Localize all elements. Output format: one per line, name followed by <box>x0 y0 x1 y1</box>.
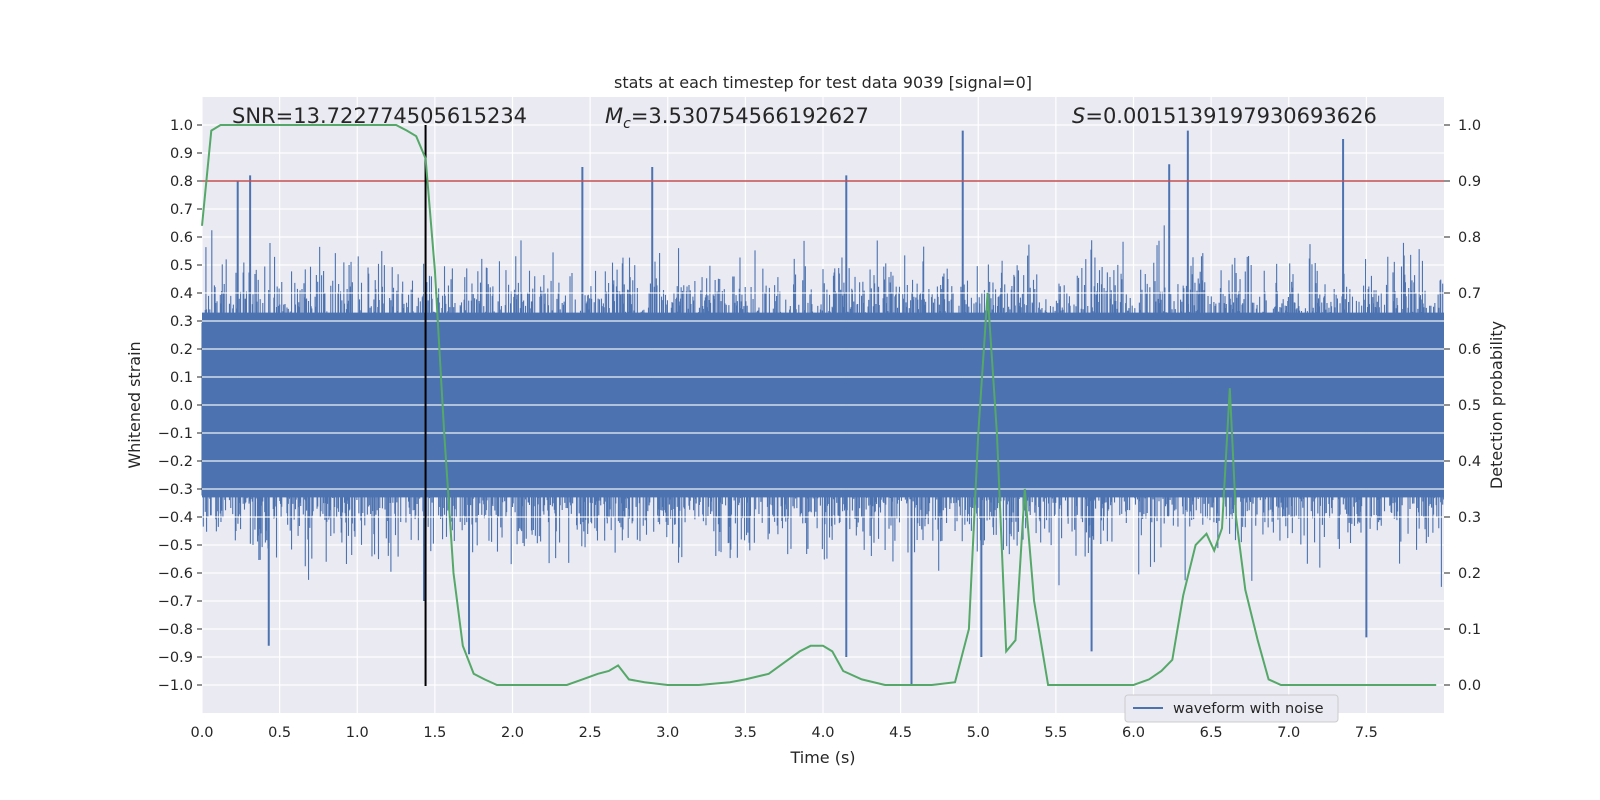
chirp-mass-annotation: Mc=3.530754566192627 <box>605 104 869 132</box>
x-tick-label: 4.5 <box>889 725 912 741</box>
x-tick-label: 1.0 <box>346 725 369 741</box>
y-tick-label-right: 0.1 <box>1458 622 1481 638</box>
y-tick-labels-right: 1.0 0.9 0.8 0.7 0.6 0.5 0.4 0.3 0.2 0.1 0.0 <box>1444 118 1481 694</box>
x-axis-label: Time (s) <box>789 748 855 767</box>
y-tick-label-left: −0.3 <box>158 482 193 498</box>
x-tick-label: 6.0 <box>1122 725 1145 741</box>
y-tick-label-left: −0.4 <box>158 510 193 526</box>
x-tick-label: 5.5 <box>1044 725 1067 741</box>
y-tick-label-left: −0.2 <box>158 454 193 470</box>
y-tick-label-right: 0.0 <box>1458 678 1481 694</box>
mc-value: =3.530754566192627 <box>631 104 869 128</box>
s-value: =0.0015139197930693626 <box>1085 104 1377 128</box>
mc-subscript: c <box>623 116 631 132</box>
y-tick-label-right: 0.5 <box>1458 398 1481 414</box>
s-symbol: S <box>1072 104 1085 128</box>
y-tick-label-left: −0.7 <box>158 594 193 610</box>
y-tick-label-left: 0.7 <box>170 202 193 218</box>
y-tick-label-left: 1.0 <box>170 118 193 134</box>
y-tick-label-left: 0.5 <box>170 258 193 274</box>
y-tick-label-right: 0.8 <box>1458 230 1481 246</box>
legend-box <box>1124 694 1339 723</box>
y-tick-label-right: 0.4 <box>1458 454 1481 470</box>
y-tick-label-left: −0.6 <box>158 566 193 582</box>
y-tick-label-right: 0.7 <box>1458 286 1481 302</box>
mc-symbol: M <box>605 104 623 128</box>
y-axis-label-right: Detection probability <box>1487 321 1506 489</box>
y-tick-label-left: −0.9 <box>158 650 193 666</box>
legend-label: waveform with noise <box>1173 701 1324 717</box>
y-tick-label-left: 0.9 <box>170 146 193 162</box>
y-tick-label-left: −0.8 <box>158 622 193 638</box>
detection-probability-line <box>201 124 1437 686</box>
x-tick-label: 2.5 <box>579 725 602 741</box>
x-tick-label: 1.5 <box>423 725 446 741</box>
chart-title: stats at each timestep for test data 903… <box>614 73 1032 92</box>
waveform-series <box>201 130 1444 685</box>
x-tick-label: 2.0 <box>501 725 524 741</box>
y-tick-label-left: 0.1 <box>170 370 193 386</box>
y-tick-label-left: −0.5 <box>158 538 193 554</box>
x-tick-label: 4.0 <box>811 725 834 741</box>
y-tick-label-left: 0.6 <box>170 230 193 246</box>
y-tick-label-right: 0.6 <box>1458 342 1481 358</box>
y-tick-labels-left: 1.0 0.9 0.8 0.7 0.6 0.5 0.4 0.3 0.2 0.1 0.0 −0.1 −0.… <box>158 118 202 694</box>
y-tick-label-left: 0.8 <box>170 174 193 190</box>
x-tick-labels: 0.0 0.5 1.0 1.5 2.0 2.5 3.0 3.5 4.0 4.5 5.0 5.5 6.0 6… <box>190 725 1377 741</box>
x-tick-label: 7.5 <box>1355 725 1378 741</box>
x-tick-label: 3.5 <box>734 725 757 741</box>
y-tick-label-right: 0.9 <box>1458 174 1481 190</box>
y-tick-label-left: −0.1 <box>158 426 193 442</box>
y-tick-label-right: 1.0 <box>1458 118 1481 134</box>
y-tick-label-left: 0.3 <box>170 314 193 330</box>
legend: waveform with noise <box>1124 694 1339 723</box>
x-tick-label: 3.0 <box>656 725 679 741</box>
y-tick-label-left: 0.4 <box>170 286 193 302</box>
snr-annotation: SNR=13.722774505615234 <box>232 104 527 128</box>
x-tick-label: 0.0 <box>190 725 213 741</box>
y-tick-label-left: 0.0 <box>170 398 193 414</box>
significance-annotation: S=0.0015139197930693626 <box>1072 104 1377 128</box>
x-tick-label: 6.5 <box>1200 725 1223 741</box>
y-axis-label-left: Whitened strain <box>125 341 144 468</box>
x-tick-label: 5.0 <box>967 725 990 741</box>
y-tick-label-right: 0.3 <box>1458 510 1481 526</box>
y-tick-label-left: −1.0 <box>158 678 193 694</box>
x-tick-label: 7.0 <box>1277 725 1300 741</box>
y-tick-label-left: 0.2 <box>170 342 193 358</box>
y-tick-label-right: 0.2 <box>1458 566 1481 582</box>
x-tick-label: 0.5 <box>268 725 291 741</box>
